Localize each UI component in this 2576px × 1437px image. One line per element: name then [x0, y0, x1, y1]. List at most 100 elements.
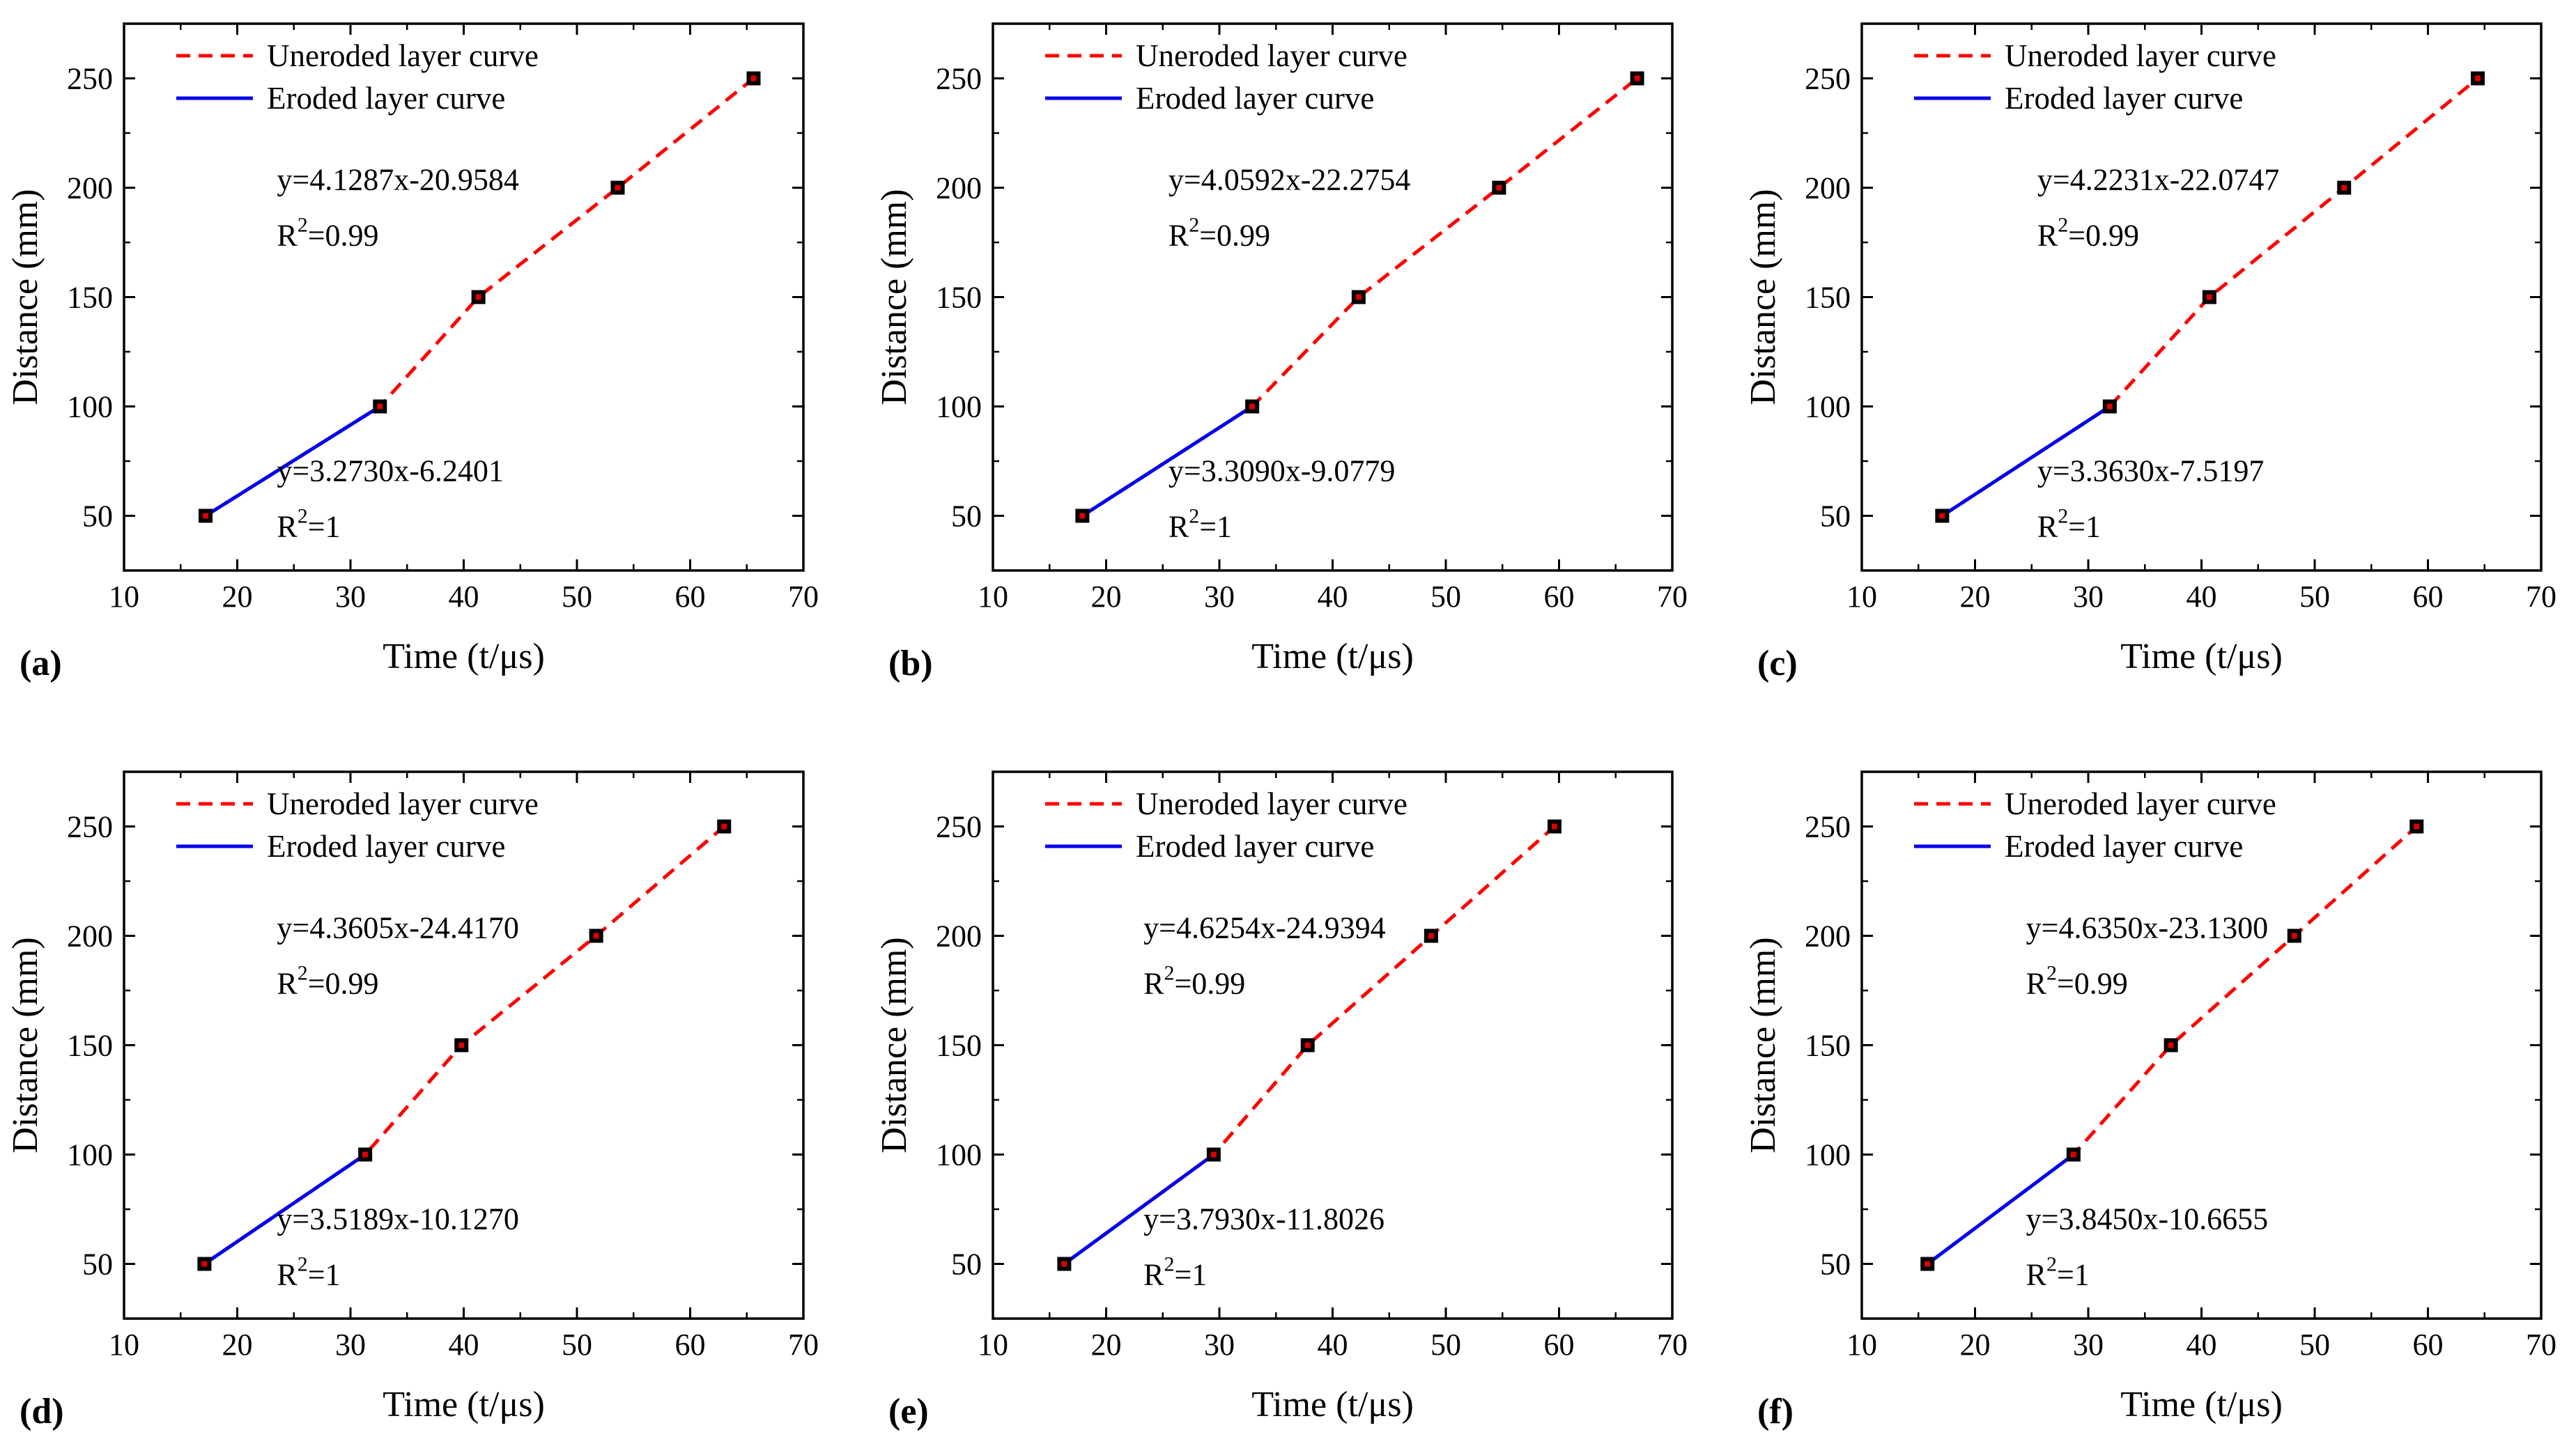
data-point-marker-center: [377, 403, 383, 410]
x-tick-label: 50: [2299, 1328, 2330, 1362]
r2-symbol: R: [277, 967, 298, 1001]
panel-label: (c): [1757, 644, 1798, 683]
r2-superscript: 2: [1164, 1252, 1174, 1275]
x-tick-label: 30: [1204, 580, 1235, 614]
eroded-fit-r2: R2=1: [2026, 1252, 2090, 1291]
x-tick-label: 30: [335, 1328, 366, 1362]
r2-superscript: 2: [298, 962, 308, 985]
data-point-marker-center: [201, 1261, 208, 1267]
legend-eroded-label: Eroded layer curve: [1136, 829, 1374, 864]
y-axis-title: Distance (mm): [1743, 937, 1783, 1153]
legend-eroded-label: Eroded layer curve: [2005, 829, 2243, 864]
uneroded-fit-equation: y=4.1287x-20.9584: [277, 163, 518, 197]
r2-value: =1: [1174, 1257, 1207, 1291]
x-tick-label: 60: [2413, 580, 2444, 614]
r2-symbol: R: [277, 219, 298, 253]
x-tick-label: 30: [335, 580, 366, 614]
y-axis-title: Distance (mm): [874, 189, 914, 405]
x-axis-title: Time (t/μs): [383, 1385, 545, 1424]
x-tick-label: 60: [675, 1328, 706, 1362]
data-point-marker-center: [1428, 933, 1434, 939]
y-tick-label: 200: [67, 919, 113, 954]
x-tick-label: 40: [1318, 580, 1348, 614]
data-point-marker-center: [1634, 75, 1640, 81]
chart-panel-e: 10 20 30 40 50 60 70 50 100 150 200 250 Time (t/μs) D…: [874, 770, 1688, 1431]
x-tick-label: 20: [222, 1328, 253, 1362]
panel-label: (b): [888, 644, 933, 683]
y-axis-title: Distance (mm): [1743, 189, 1783, 405]
r2-symbol: R: [2026, 1257, 2047, 1291]
uneroded-fit-r2: R2=0.99: [1143, 962, 1245, 1001]
data-point-marker-center: [1355, 294, 1362, 300]
x-tick-label: 60: [1544, 580, 1575, 614]
x-tick-label: 20: [222, 580, 253, 614]
panel-label: (f): [1757, 1392, 1794, 1431]
data-point-marker-center: [1496, 185, 1502, 191]
r2-value: =0.99: [1174, 967, 1245, 1001]
y-tick-label: 150: [67, 1029, 113, 1063]
data-point-marker-center: [615, 185, 621, 191]
x-tick-label: 70: [1657, 580, 1688, 614]
panel-label: (e): [888, 1392, 929, 1431]
y-tick-label: 150: [936, 1029, 982, 1063]
y-tick-label: 100: [67, 1138, 113, 1172]
x-tick-label: 10: [978, 1328, 1008, 1362]
data-point-marker-center: [2168, 1042, 2174, 1048]
data-point-marker-center: [458, 1042, 465, 1048]
data-point-marker-center: [2106, 403, 2113, 410]
r2-value: =1: [308, 509, 341, 543]
data-point-marker-center: [2414, 823, 2420, 830]
y-tick-label: 250: [936, 810, 982, 844]
legend-uneroded-label: Uneroded layer curve: [2005, 786, 2276, 821]
r2-value: =0.99: [2057, 967, 2128, 1001]
y-tick-label: 100: [936, 1138, 982, 1172]
r2-value: =0.99: [308, 219, 379, 253]
y-axis-title: Distance (mm): [6, 189, 45, 405]
x-tick-label: 10: [109, 1328, 139, 1362]
r2-superscript: 2: [1189, 214, 1199, 237]
x-tick-label: 70: [2526, 580, 2556, 614]
uneroded-fit-r2: R2=0.99: [2026, 962, 2128, 1001]
y-tick-label: 100: [936, 390, 982, 424]
legend-eroded-label: Eroded layer curve: [267, 829, 505, 864]
data-point-marker-center: [2070, 1151, 2076, 1158]
chart-panel-d: 10 20 30 40 50 60 70 50 100 150 200 250 Time (t/μs) D…: [6, 770, 819, 1431]
r2-superscript: 2: [1164, 962, 1174, 985]
y-tick-label: 150: [1805, 1029, 1851, 1063]
x-tick-label: 20: [1091, 1328, 1122, 1362]
eroded-layer-line: [1941, 405, 2111, 518]
eroded-fit-r2: R2=1: [277, 504, 340, 543]
data-point-marker-center: [1304, 1042, 1311, 1048]
eroded-fit-r2: R2=1: [277, 1252, 340, 1291]
y-tick-label: 50: [951, 1248, 982, 1282]
legend-uneroded-label: Uneroded layer curve: [267, 38, 539, 73]
y-tick-label: 100: [67, 390, 113, 424]
uneroded-fit-equation: y=4.6350x-23.1300: [2026, 911, 2268, 945]
data-point-marker-center: [2341, 185, 2347, 191]
x-axis-title: Time (t/μs): [2120, 1385, 2283, 1424]
eroded-fit-equation: y=3.8450x-10.6655: [2026, 1202, 2268, 1236]
y-tick-label: 250: [1805, 810, 1851, 844]
y-tick-label: 250: [67, 810, 113, 844]
data-point-marker-center: [1210, 1151, 1217, 1158]
legend-uneroded-label: Uneroded layer curve: [1136, 38, 1407, 73]
legend-eroded-label: Eroded layer curve: [267, 81, 505, 116]
y-tick-label: 150: [936, 281, 982, 315]
r2-value: =0.99: [1199, 219, 1270, 253]
y-axis-title: Distance (mm): [874, 937, 914, 1153]
x-tick-label: 40: [2186, 1328, 2217, 1362]
legend-eroded-label: Eroded layer curve: [2005, 81, 2243, 116]
y-tick-label: 200: [67, 171, 113, 205]
y-tick-label: 50: [82, 499, 113, 534]
y-axis-title: Distance (mm): [6, 937, 45, 1153]
r2-symbol: R: [277, 509, 298, 543]
x-tick-label: 60: [1544, 1328, 1575, 1362]
eroded-layer-line: [1081, 405, 1254, 518]
x-tick-label: 50: [562, 1328, 592, 1362]
r2-value: =0.99: [2068, 219, 2139, 253]
y-tick-label: 200: [936, 171, 982, 205]
r2-superscript: 2: [298, 214, 308, 237]
x-tick-label: 70: [1657, 1328, 1688, 1362]
r2-value: =1: [308, 1257, 341, 1291]
